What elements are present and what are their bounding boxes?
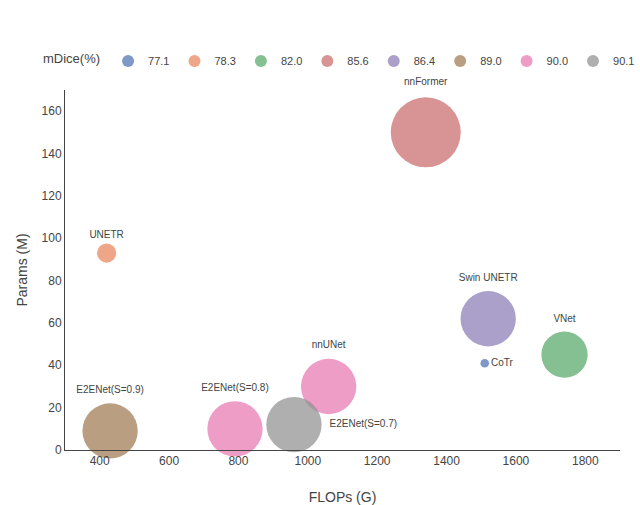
svg-text:100: 100 (42, 231, 62, 245)
svg-text:90.0: 90.0 (547, 55, 568, 67)
svg-text:78.3: 78.3 (214, 55, 235, 67)
svg-text:VNet: VNet (553, 313, 575, 324)
svg-text:90.1: 90.1 (613, 55, 634, 67)
svg-text:86.4: 86.4 (414, 55, 435, 67)
svg-text:0: 0 (55, 443, 62, 457)
svg-text:20: 20 (48, 401, 62, 415)
svg-text:Params (M): Params (M) (14, 233, 30, 306)
svg-text:82.0: 82.0 (281, 55, 302, 67)
svg-text:77.1: 77.1 (148, 55, 169, 67)
svg-text:FLOPs (G): FLOPs (G) (309, 489, 377, 505)
svg-text:800: 800 (228, 454, 248, 468)
svg-text:1400: 1400 (433, 454, 460, 468)
svg-text:1600: 1600 (503, 454, 530, 468)
svg-text:mDice(%): mDice(%) (43, 52, 100, 67)
svg-text:60: 60 (48, 316, 62, 330)
svg-text:E2ENet(S=0.9): E2ENet(S=0.9) (76, 384, 144, 395)
svg-text:Swin UNETR: Swin UNETR (459, 272, 518, 283)
svg-text:600: 600 (159, 454, 179, 468)
svg-text:E2ENet(S=0.7): E2ENet(S=0.7) (330, 418, 398, 429)
svg-text:120: 120 (42, 189, 62, 203)
svg-text:nnFormer: nnFormer (404, 76, 448, 87)
svg-text:40: 40 (48, 358, 62, 372)
svg-text:1200: 1200 (364, 454, 391, 468)
svg-text:89.0: 89.0 (480, 55, 501, 67)
svg-text:1800: 1800 (572, 454, 599, 468)
svg-text:1000: 1000 (294, 454, 321, 468)
svg-text:85.6: 85.6 (347, 55, 368, 67)
svg-text:160: 160 (42, 104, 62, 118)
svg-text:E2ENet(S=0.8): E2ENet(S=0.8) (201, 382, 269, 393)
svg-text:400: 400 (90, 454, 110, 468)
svg-text:nnUNet: nnUNet (312, 339, 346, 350)
svg-text:80: 80 (48, 274, 62, 288)
svg-text:UNETR: UNETR (89, 229, 123, 240)
svg-text:140: 140 (42, 147, 62, 161)
svg-text:CoTr: CoTr (491, 357, 514, 368)
